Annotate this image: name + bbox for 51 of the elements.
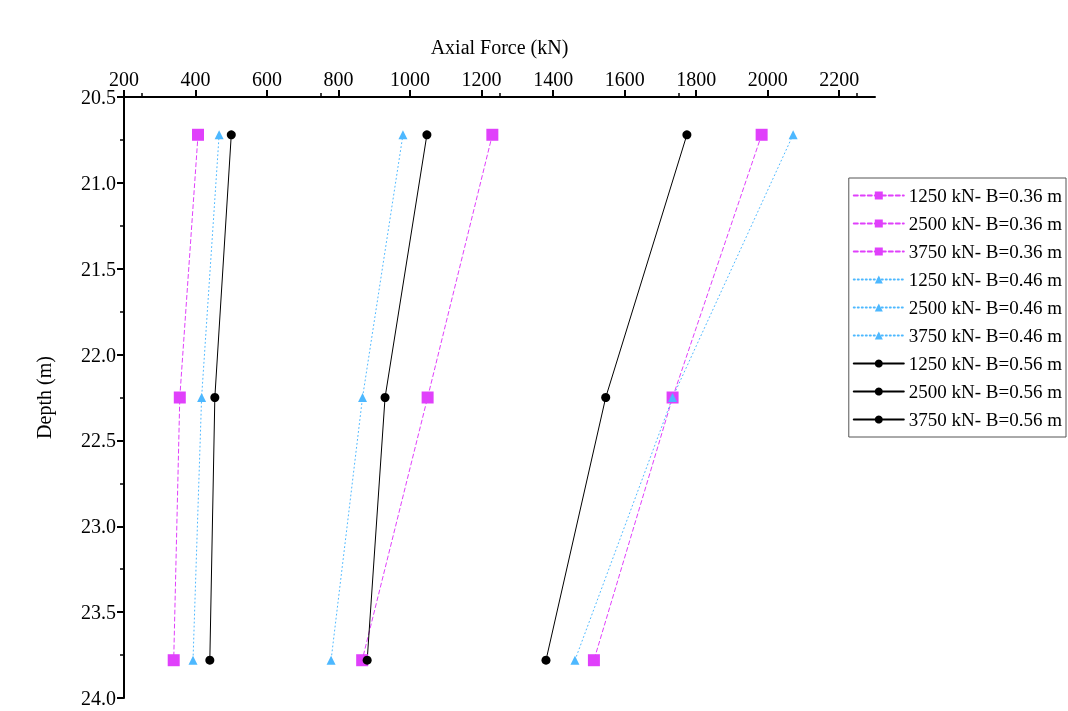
y-tick-label: 22.0: [81, 343, 116, 366]
legend-label: 3750 kN- B=0.46 m: [908, 325, 1063, 346]
point: [486, 128, 499, 141]
point: [682, 130, 692, 140]
x-tick-label: 1400: [533, 68, 574, 90]
x-tick-label: 2000: [747, 68, 788, 90]
x-tick-label: 800: [323, 68, 354, 90]
legend-label: 2500 kN- B=0.36 m: [908, 213, 1063, 234]
y-tick-label: 23.0: [81, 515, 116, 538]
x-tick-label: 2200: [819, 68, 860, 90]
point: [226, 130, 236, 140]
legend-label: 1250 kN- B=0.56 m: [908, 353, 1063, 374]
x-tick-label: 1000: [390, 68, 431, 90]
point: [167, 654, 180, 667]
point: [197, 393, 207, 402]
point: [601, 393, 611, 402]
x-tick-label: 1600: [604, 68, 645, 90]
x-tick-label: 1200: [461, 68, 502, 90]
x-axis-title: Axial Force (kN): [430, 36, 569, 59]
point: [205, 655, 215, 665]
point: [398, 130, 408, 140]
point: [541, 655, 551, 665]
x-tick-label: 600: [252, 68, 283, 90]
y-axis-title: Depth (m): [33, 356, 56, 439]
y-tick-label: 22.5: [81, 429, 116, 452]
point: [422, 130, 432, 140]
legend-label: 2500 kN- B=0.46 m: [908, 297, 1063, 318]
y-tick-label: 24.0: [81, 687, 116, 709]
legend-label: 1250 kN- B=0.36 m: [908, 185, 1063, 206]
y-tick-label: 21.5: [81, 257, 116, 280]
point: [380, 393, 390, 402]
y-tick-label: 21.0: [81, 171, 116, 194]
legend-label: 3750 kN- B=0.36 m: [908, 241, 1063, 262]
legend-label: 3750 kN- B=0.56 m: [908, 409, 1063, 430]
point: [358, 393, 368, 402]
point: [362, 655, 372, 665]
x-tick-label: 400: [180, 68, 211, 90]
y-tick-label: 23.5: [81, 601, 116, 624]
point: [788, 130, 798, 140]
legend-label: 2500 kN- B=0.56 m: [908, 381, 1063, 402]
x-tick-label: 1800: [676, 68, 717, 90]
point: [755, 128, 768, 141]
point: [173, 391, 186, 404]
point: [192, 128, 205, 141]
point: [326, 655, 336, 665]
point: [188, 655, 198, 665]
point: [210, 393, 220, 402]
point: [421, 391, 434, 404]
legend-label: 1250 kN- B=0.46 m: [908, 269, 1063, 290]
point: [587, 654, 600, 667]
point: [570, 655, 580, 665]
